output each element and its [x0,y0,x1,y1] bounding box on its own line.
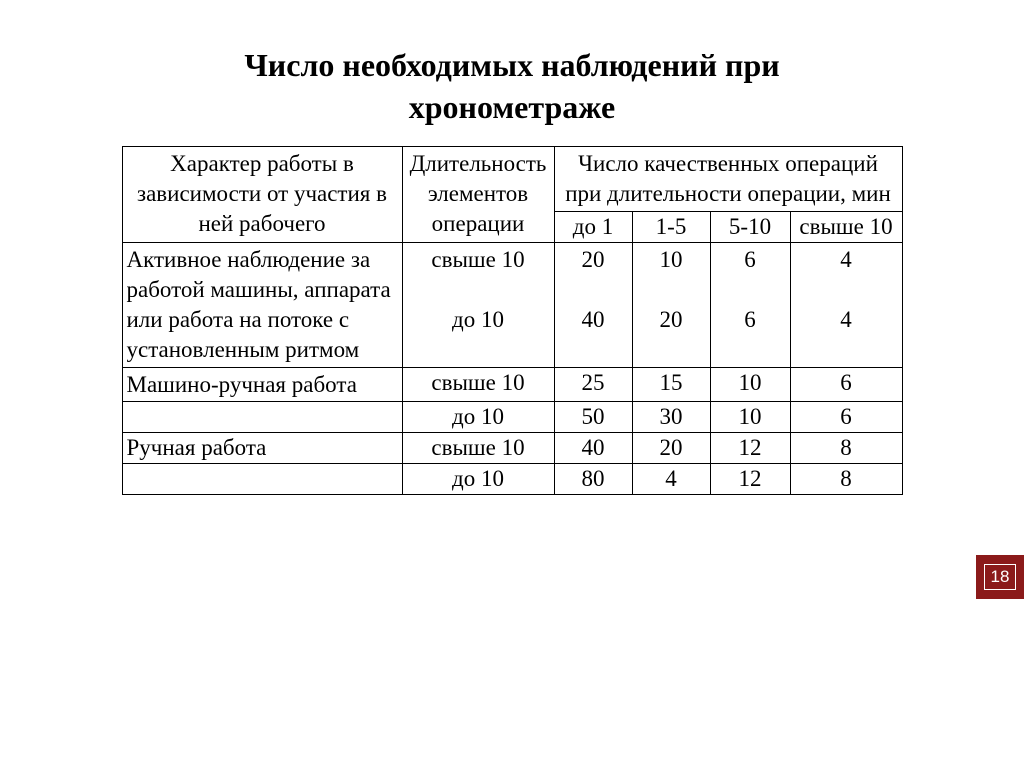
cell-2-d: 6 [790,367,902,402]
table-row: Машино-ручная работа свыше 10 25 15 10 6 [122,367,902,402]
cell-4-d: 8 [790,433,902,464]
header-duration: Длительность элементов операции [402,147,554,243]
cell-dur-2: свыше 10 [402,367,554,402]
page-number-badge: 18 [976,555,1024,599]
observations-table: Характер работы в зависимости от участия… [122,146,903,495]
cell-dur-1: свыше 10 до 10 [402,242,554,367]
header-sub-3: 5-10 [710,211,790,242]
cell-char-5 [122,464,402,495]
table-header-row-1: Характер работы в зависимости от участия… [122,147,902,212]
cell-char-3 [122,402,402,433]
cell-5-b: 4 [632,464,710,495]
cell-2-b: 15 [632,367,710,402]
header-sub-4: свыше 10 [790,211,902,242]
header-character: Характер работы в зависимости от участия… [122,147,402,243]
header-operations-group: Число качественных операций при длительн… [554,147,902,212]
cell-1-a2: 40 [582,307,605,332]
cell-1-a: 20 40 [554,242,632,367]
cell-4-a: 40 [554,433,632,464]
cell-1-b1: 10 [660,247,683,272]
header-sub-1: до 1 [554,211,632,242]
title-line-1: Число необходимых наблюдений при [244,47,779,83]
cell-3-b: 30 [632,402,710,433]
table-row: Активное наблюдение за работой машины, а… [122,242,902,367]
page-title: Число необходимых наблюдений при хрономе… [0,45,1024,128]
cell-1-b2: 20 [660,307,683,332]
cell-2-c: 10 [710,367,790,402]
cell-5-a: 80 [554,464,632,495]
cell-dur-5: до 10 [402,464,554,495]
table-row: до 10 50 30 10 6 [122,402,902,433]
cell-4-c: 12 [710,433,790,464]
cell-dur-4: свыше 10 [402,433,554,464]
cell-dur-1b: до 10 [452,307,504,332]
cell-3-a: 50 [554,402,632,433]
cell-4-b: 20 [632,433,710,464]
cell-1-a1: 20 [582,247,605,272]
table-row: до 10 80 4 12 8 [122,464,902,495]
cell-2-a: 25 [554,367,632,402]
cell-1-c1: 6 [744,247,756,272]
cell-1-d2: 4 [840,307,852,332]
cell-5-c: 12 [710,464,790,495]
cell-1-b: 10 20 [632,242,710,367]
cell-char-4: Ручная работа [122,433,402,464]
cell-1-c: 6 6 [710,242,790,367]
title-line-2: хронометраже [409,89,616,125]
cell-dur-1a: свыше 10 [431,247,524,272]
cell-3-d: 6 [790,402,902,433]
table-row: Ручная работа свыше 10 40 20 12 8 [122,433,902,464]
cell-5-d: 8 [790,464,902,495]
page-number: 18 [984,564,1017,590]
cell-char-2: Машино-ручная работа [122,367,402,402]
cell-1-c2: 6 [744,307,756,332]
cell-dur-3: до 10 [402,402,554,433]
cell-char-1: Активное наблюдение за работой машины, а… [122,242,402,367]
cell-1-d1: 4 [840,247,852,272]
header-sub-2: 1-5 [632,211,710,242]
cell-3-c: 10 [710,402,790,433]
cell-1-d: 4 4 [790,242,902,367]
